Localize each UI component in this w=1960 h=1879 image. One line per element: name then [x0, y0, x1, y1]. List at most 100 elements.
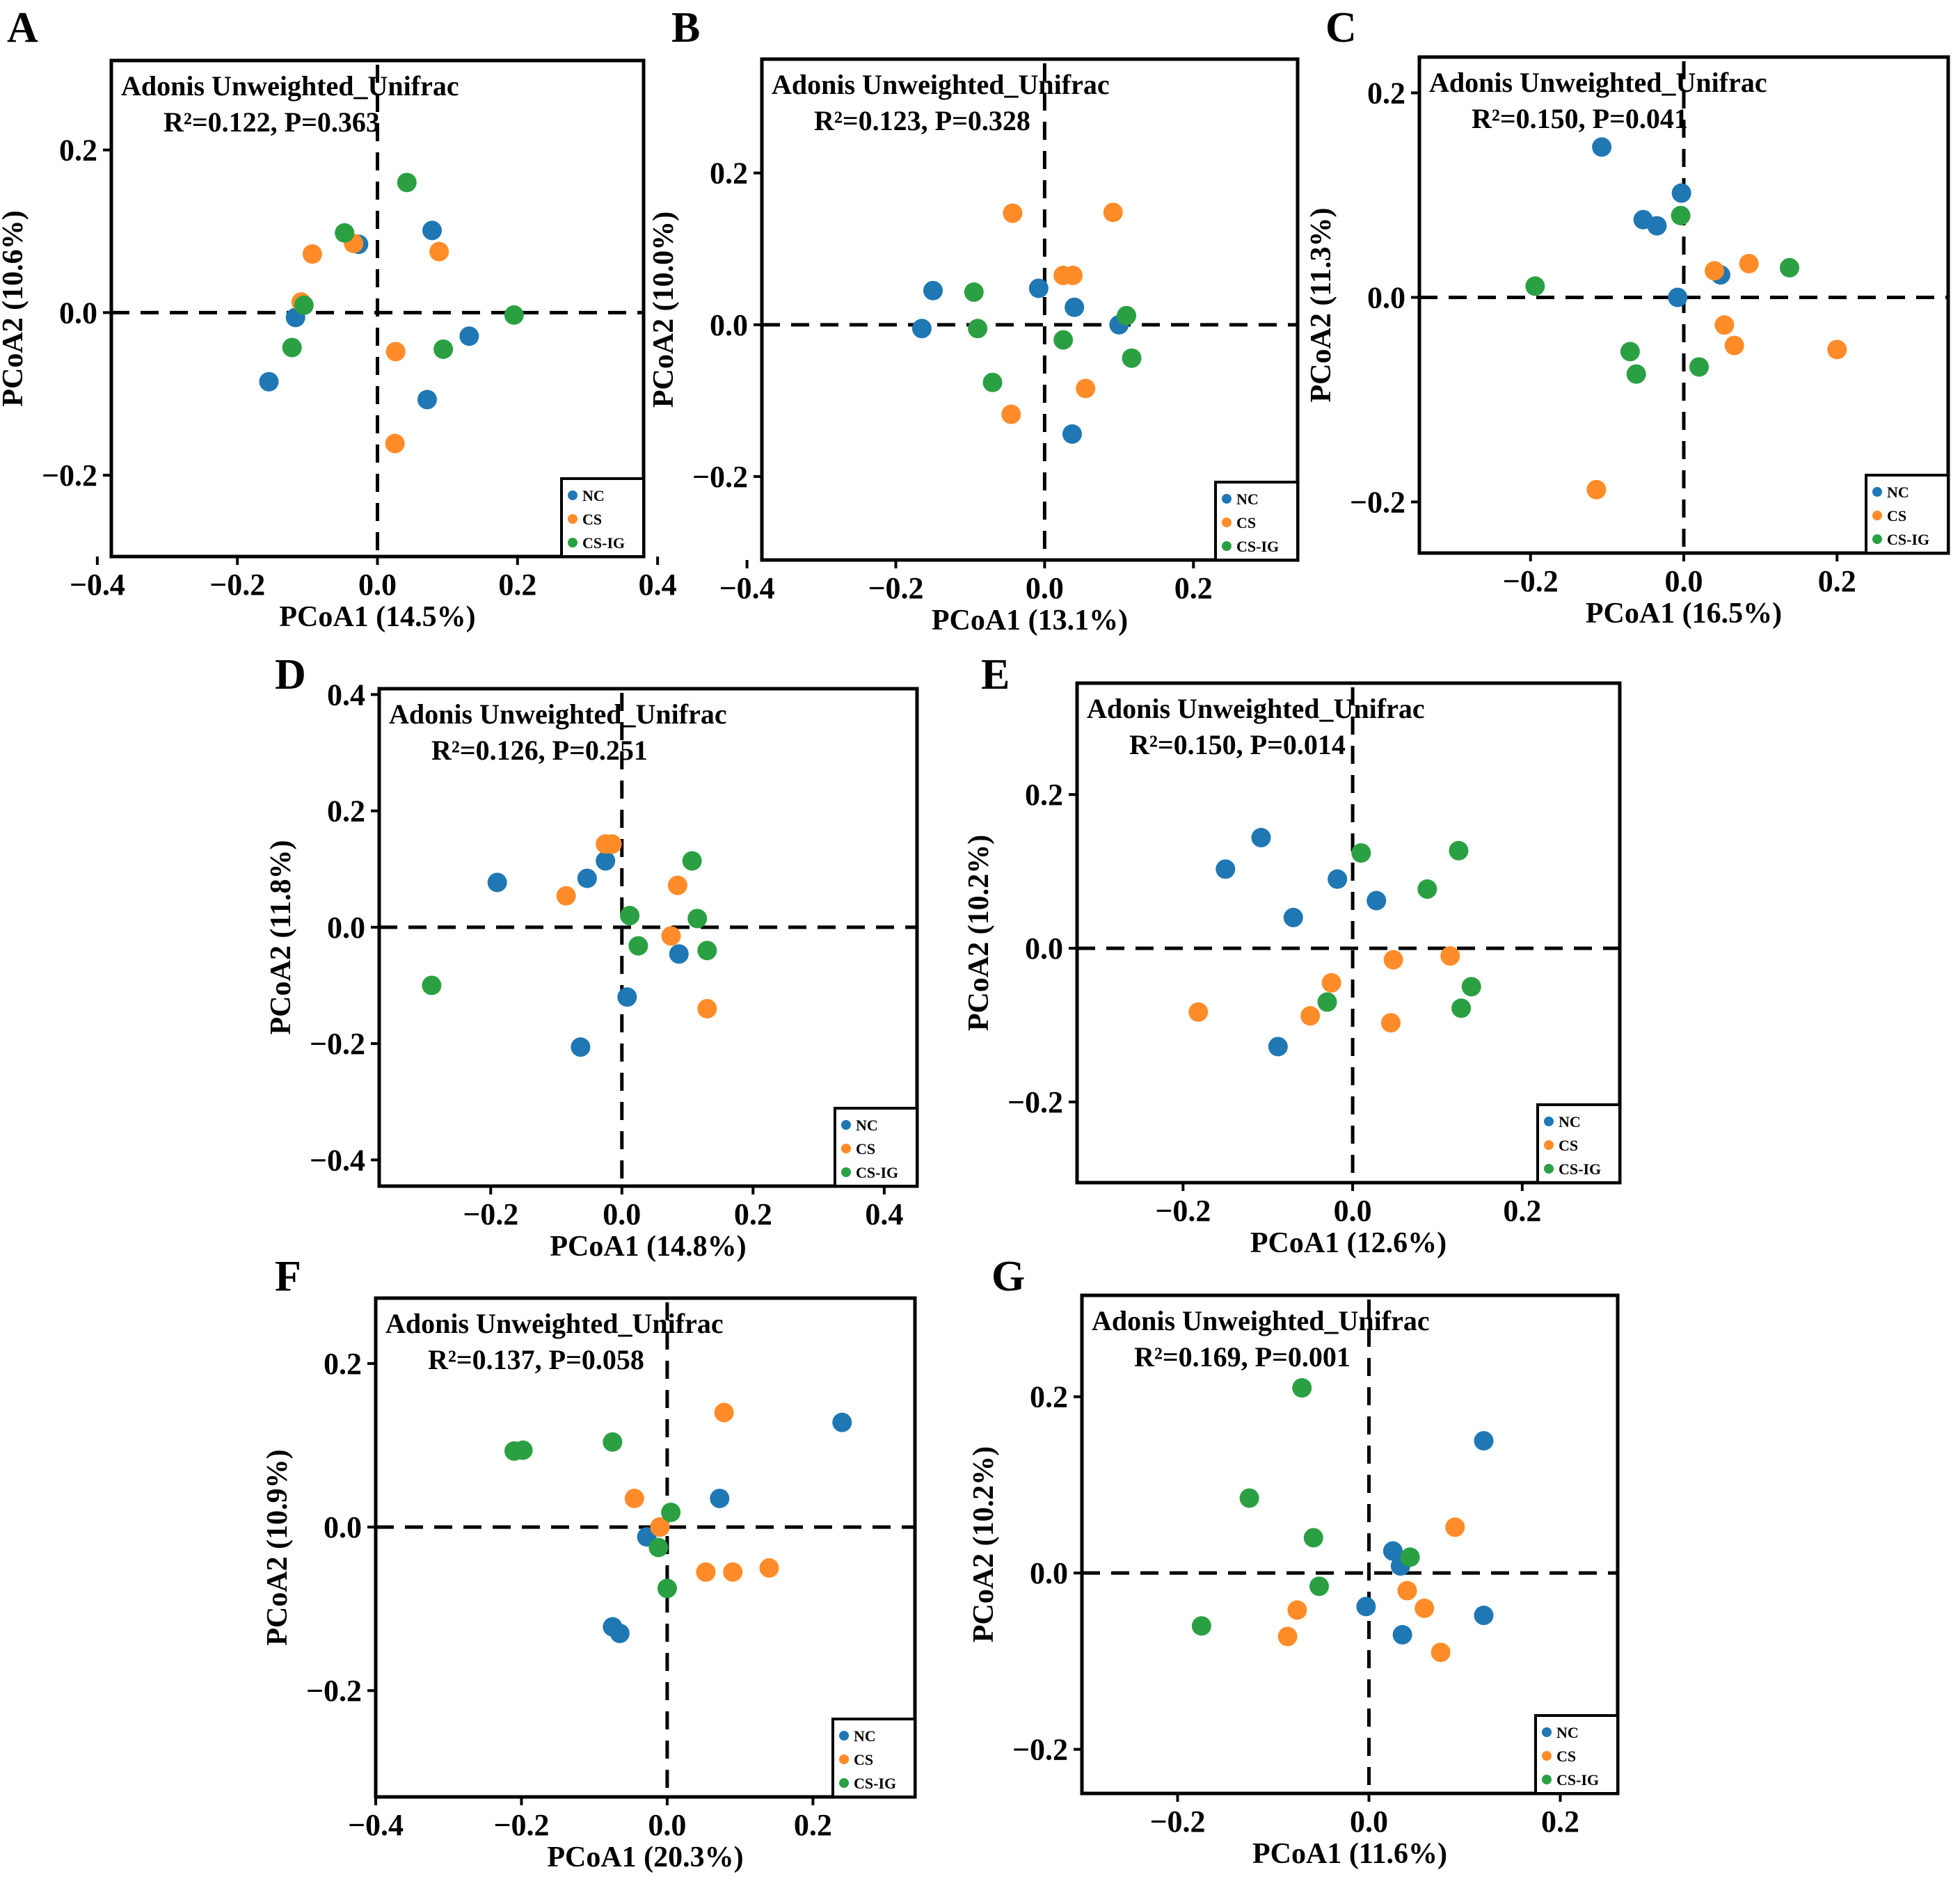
legend-label-nc: NC: [1887, 483, 1909, 501]
adonis-statistic: R²=0.137, P=0.058: [428, 1344, 644, 1375]
panel-letter: A: [7, 4, 38, 51]
point-nc: [1328, 869, 1348, 889]
legend-marker-cs: [839, 1754, 849, 1764]
point-nc: [710, 1488, 730, 1508]
point-cs-ig: [1451, 998, 1472, 1018]
x-tick-label: 0.0: [1026, 571, 1064, 605]
y-tick-label: 0.0: [1367, 280, 1405, 314]
panel-g: G −0.2 0.0 0.2 0.2 0.0 −0.2 PCoA1 (11.6%) PCoA2 …: [968, 1253, 1620, 1870]
y-tick-label: 0.0: [327, 911, 365, 945]
y-tick-label: 0.2: [710, 157, 748, 191]
point-cs: [1277, 1626, 1298, 1647]
y-tick-label: 0.0: [59, 296, 97, 330]
panel-letter: E: [981, 651, 1010, 698]
legend-label-cs-ig: CS-IG: [582, 534, 625, 552]
legend: NC CS CS-IG: [1534, 1714, 1619, 1795]
point-cs-ig: [682, 851, 702, 871]
point-cs: [1076, 378, 1096, 399]
legend-label-nc: NC: [582, 487, 605, 504]
point-nc: [1268, 1037, 1288, 1057]
y-tick-label: 0.2: [1030, 1380, 1068, 1414]
point-cs: [1440, 946, 1460, 966]
point-cs: [1431, 1642, 1451, 1663]
legend-label-cs: CS: [582, 511, 602, 528]
point-cs-ig: [1400, 1547, 1420, 1567]
legend-marker-nc: [1542, 1727, 1552, 1737]
x-tick-label: 0.0: [1665, 564, 1703, 598]
adonis-title: Adonis Unweighted_Unifrac: [1092, 1305, 1430, 1336]
y-tick-label: −0.2: [42, 458, 97, 493]
adonis-statistic: R²=0.126, P=0.251: [431, 735, 648, 766]
point-cs-ig: [1780, 257, 1799, 278]
x-tick-label: −0.2: [868, 571, 923, 605]
point-nc: [571, 1037, 591, 1057]
x-tick-label: −0.2: [209, 568, 265, 602]
point-cs: [1383, 950, 1403, 970]
point-nc: [911, 319, 932, 339]
point-cs: [714, 1402, 734, 1423]
x-axis-title: PCoA1 (14.8%): [550, 1231, 746, 1263]
point-cs-ig: [1351, 843, 1371, 863]
point-cs-ig: [513, 1440, 533, 1460]
point-cs-ig: [620, 906, 640, 926]
point-cs-ig: [1417, 879, 1437, 899]
panel-a: A −0.4 −0.2 0.0 0.2 0.4 0.2 0.0 −0.2 PCoA1 (14.5%…: [0, 4, 677, 633]
point-cs: [1063, 265, 1083, 285]
y-tick-label: 0.0: [324, 1510, 362, 1544]
point-cs-ig: [1626, 364, 1646, 384]
y-tick-label: 0.2: [59, 134, 97, 168]
point-cs: [650, 1517, 670, 1537]
legend-marker-cs-ig: [1544, 1164, 1554, 1174]
adonis-statistic: R²=0.150, P=0.014: [1129, 729, 1346, 760]
legend-marker-cs: [841, 1144, 851, 1153]
legend: NC CS CS-IG: [1536, 1103, 1621, 1184]
point-cs: [385, 342, 406, 362]
point-cs: [697, 998, 717, 1018]
legend-marker-nc: [839, 1731, 849, 1741]
adonis-statistic: R²=0.122, P=0.363: [164, 106, 380, 138]
point-cs: [1714, 315, 1735, 335]
point-cs-ig: [1671, 205, 1691, 225]
point-cs-ig: [282, 337, 302, 358]
point-cs: [1724, 335, 1744, 355]
point-cs-ig: [1461, 977, 1481, 997]
point-nc: [1671, 183, 1691, 203]
x-axis-title: PCoA1 (20.3%): [547, 1841, 743, 1873]
y-tick-label: 0.2: [324, 1347, 362, 1381]
point-cs: [429, 241, 449, 262]
y-axis-title: PCoA2 (10.2%): [963, 835, 995, 1031]
point-cs-ig: [1449, 840, 1469, 861]
panel-letter: C: [1325, 4, 1357, 51]
legend-label-cs: CS: [1559, 1137, 1578, 1154]
point-cs-ig: [1122, 348, 1142, 368]
plot-frame: [377, 687, 919, 1188]
point-nc: [1383, 1541, 1403, 1561]
point-cs: [1321, 973, 1341, 993]
legend: NC CS CS-IG: [1865, 474, 1950, 554]
y-tick-label: −0.2: [692, 460, 748, 494]
point-cs-ig: [1292, 1378, 1312, 1398]
x-tick-label: 0.2: [1541, 1805, 1579, 1839]
adonis-title: Adonis Unweighted_Unifrac: [772, 69, 1110, 100]
point-cs-ig: [1689, 357, 1710, 377]
point-cs: [1188, 1002, 1209, 1022]
point-cs: [696, 1562, 716, 1582]
x-tick-label: 0.2: [1174, 571, 1213, 605]
point-nc: [1367, 890, 1387, 911]
legend-marker-nc: [1872, 487, 1882, 497]
plot-frame: [1080, 1293, 1620, 1796]
x-tick-label: −0.2: [463, 1197, 518, 1231]
point-nc: [1216, 859, 1236, 879]
point-cs: [624, 1488, 644, 1508]
point-nc: [1065, 297, 1085, 317]
point-nc: [1668, 287, 1688, 307]
x-tick-label: −0.2: [1155, 1194, 1211, 1228]
y-axis-title: PCoA2 (10.2%): [968, 1446, 1000, 1642]
legend-label-nc: NC: [1559, 1113, 1581, 1130]
legend-label-cs: CS: [854, 1751, 873, 1768]
point-nc: [1474, 1431, 1494, 1451]
legend-marker-cs: [568, 514, 577, 524]
point-cs: [1397, 1581, 1417, 1601]
point-cs: [723, 1562, 743, 1582]
